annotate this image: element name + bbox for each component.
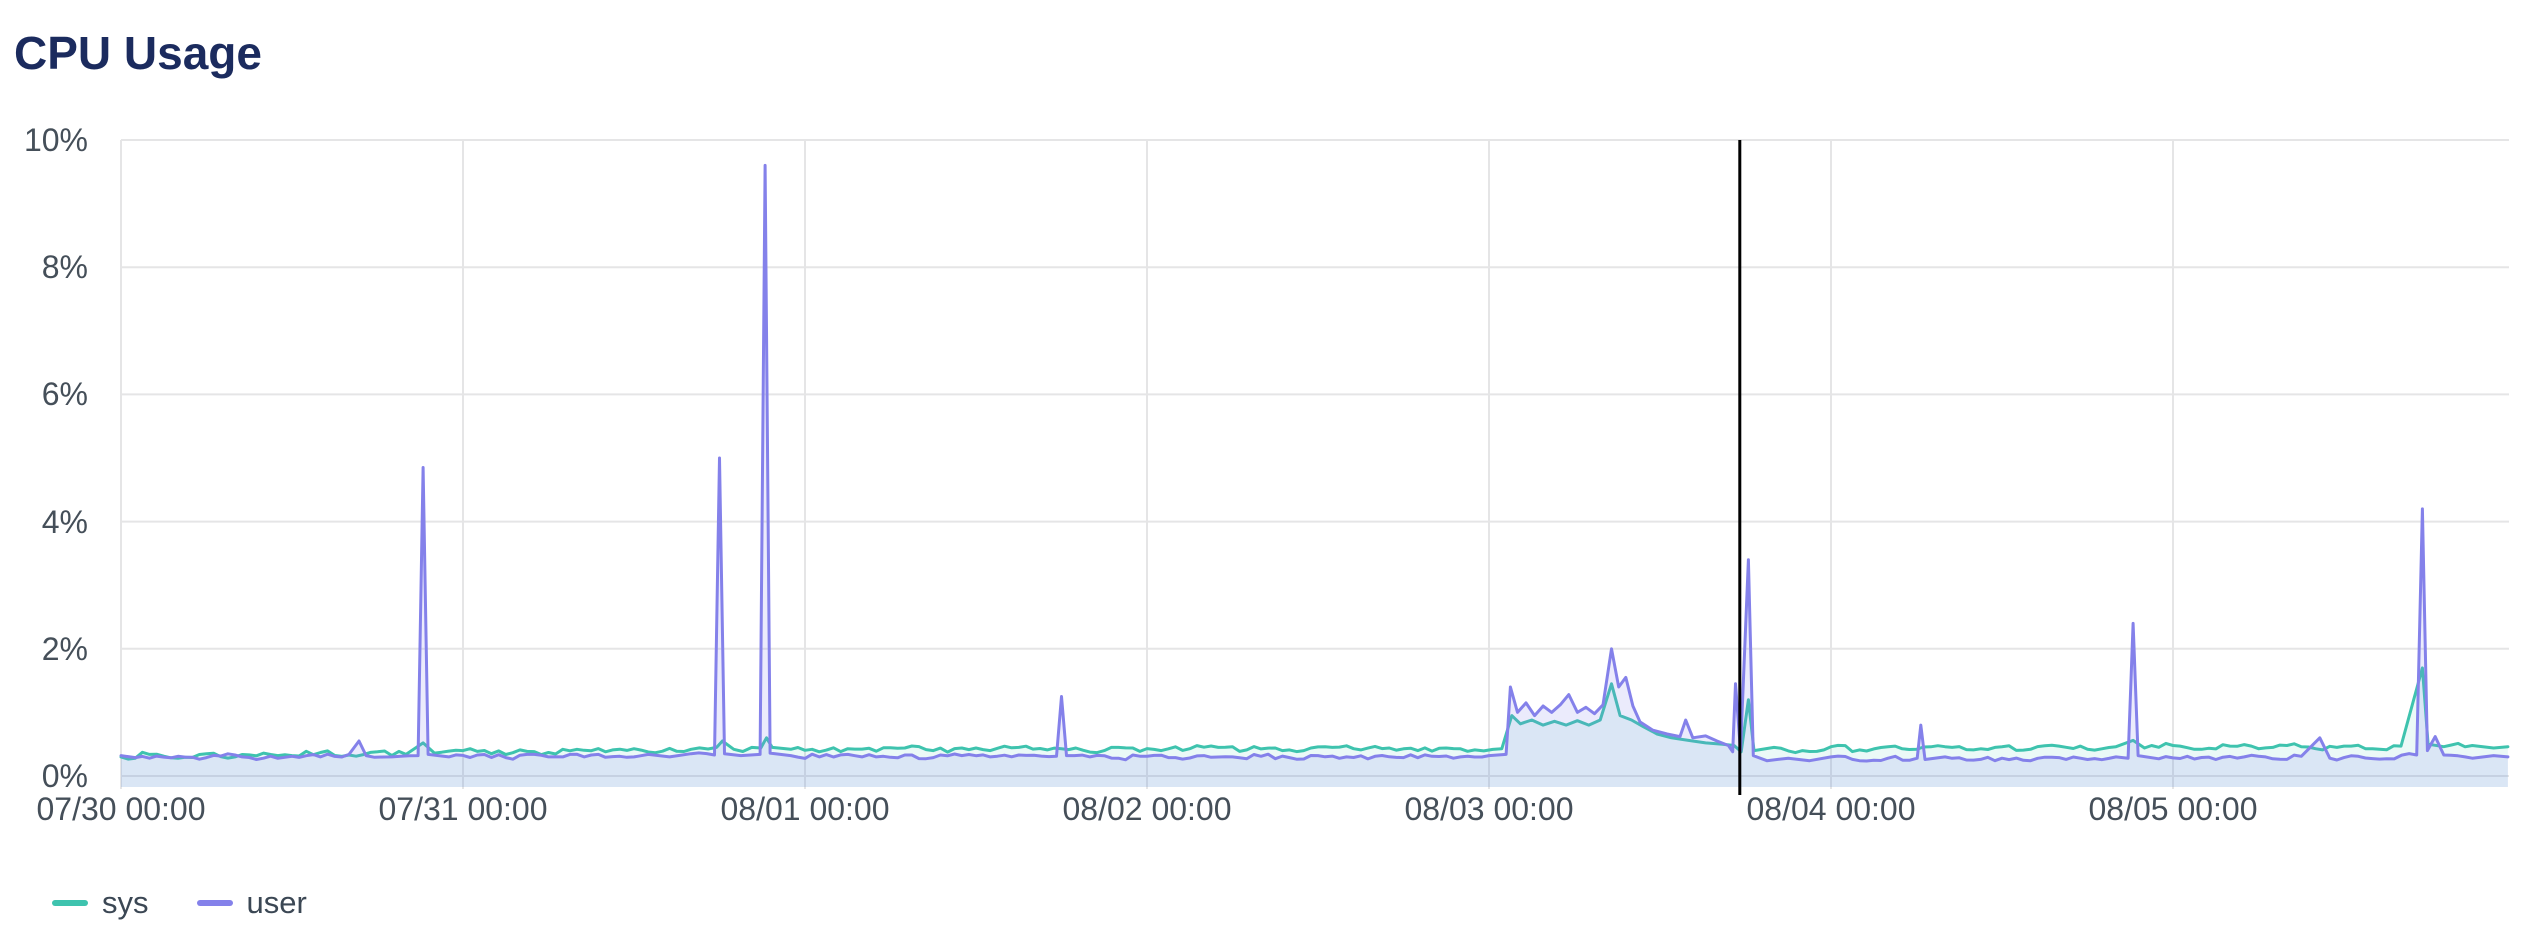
user-series-swatch: [196, 900, 233, 906]
user-series-area: [121, 165, 2508, 787]
sys-series-line: [119, 666, 2510, 761]
x-tick-label: 08/02 00:00: [1062, 791, 1232, 827]
legend-item-sys[interactable]: sys: [52, 885, 149, 921]
x-tick-label: 07/30 00:00: [36, 791, 206, 827]
x-tick-label: 08/03 00:00: [1404, 791, 1574, 827]
y-tick-label: 6%: [41, 376, 88, 413]
x-tick-label: 08/05 00:00: [2088, 791, 2258, 827]
y-tick-label: 0%: [41, 758, 88, 794]
y-tick-label: 8%: [41, 249, 88, 286]
gridlines: [120, 139, 2509, 789]
y-tick-label: 4%: [41, 503, 88, 540]
legend-item-user[interactable]: user: [196, 885, 307, 921]
sys-series-label: sys: [102, 885, 149, 920]
sys-series-swatch: [52, 900, 88, 906]
x-tick-label: 08/01 00:00: [720, 791, 890, 827]
chart-legend: sys user: [52, 885, 355, 921]
x-tick-label: 07/31 00:00: [378, 791, 548, 827]
user-series-line: [119, 163, 2510, 763]
user-series-label: user: [246, 885, 307, 920]
y-tick-label: 2%: [41, 630, 88, 667]
chart-title: CPU Usage: [14, 27, 262, 79]
sys-series-area: [121, 667, 2508, 787]
x-tick-label: 08/04 00:00: [1746, 791, 1916, 827]
y-tick-label: 10%: [23, 122, 88, 158]
